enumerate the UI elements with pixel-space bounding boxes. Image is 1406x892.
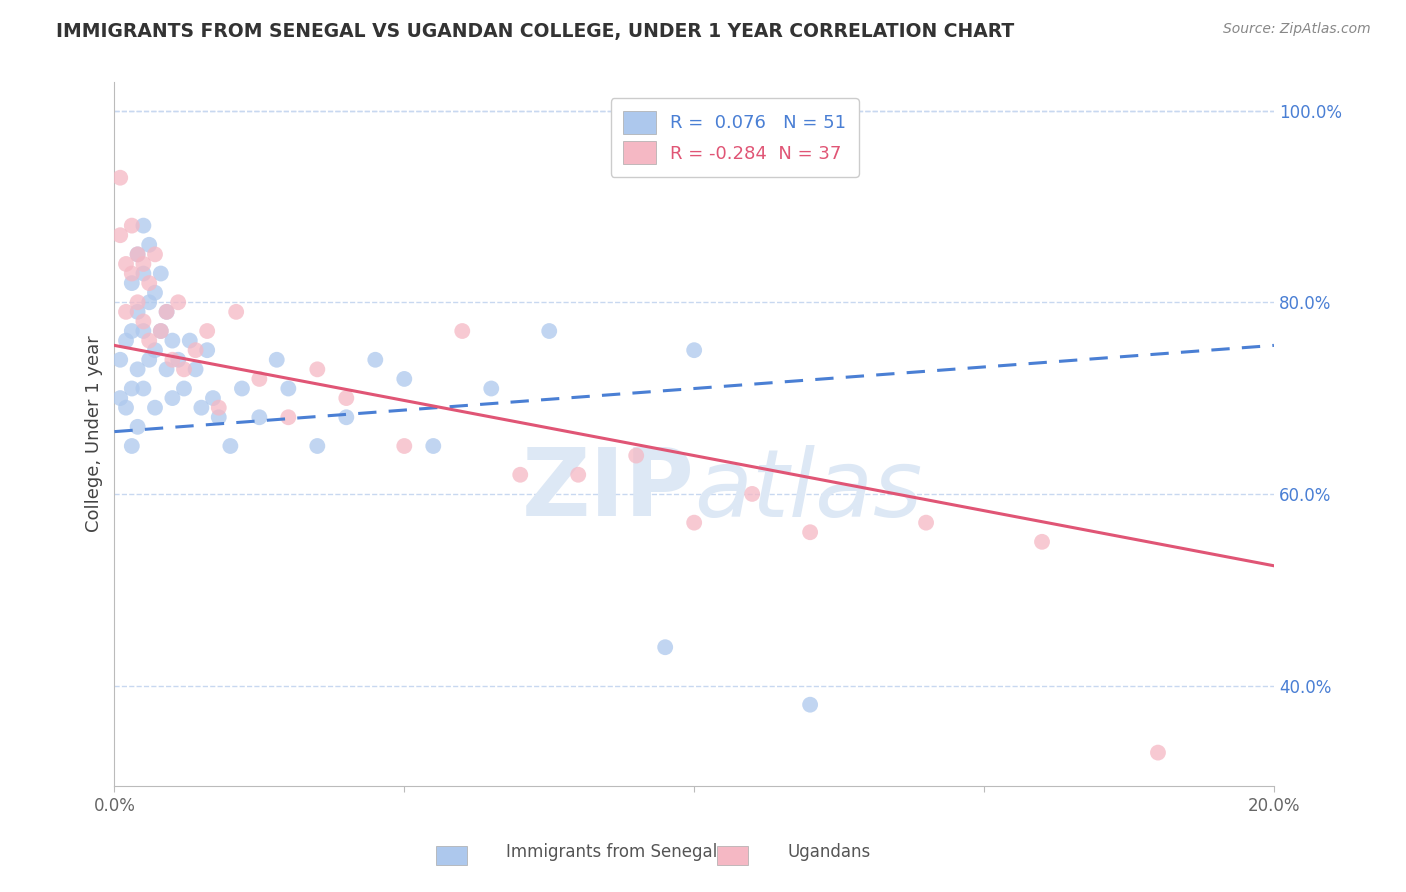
Legend: R =  0.076   N = 51, R = -0.284  N = 37: R = 0.076 N = 51, R = -0.284 N = 37 <box>610 98 859 177</box>
Point <box>225 305 247 319</box>
Point <box>277 382 299 396</box>
Point <box>162 352 184 367</box>
Point <box>201 391 224 405</box>
Point <box>143 401 166 415</box>
Point <box>167 295 190 310</box>
Point <box>683 343 706 358</box>
Text: IMMIGRANTS FROM SENEGAL VS UGANDAN COLLEGE, UNDER 1 YEAR CORRELATION CHART: IMMIGRANTS FROM SENEGAL VS UGANDAN COLLE… <box>56 22 1015 41</box>
Point <box>132 314 155 328</box>
Point <box>364 352 387 367</box>
Point <box>108 228 131 243</box>
Point <box>149 267 172 281</box>
Y-axis label: College, Under 1 year: College, Under 1 year <box>86 335 103 533</box>
Point <box>479 382 502 396</box>
Point <box>683 516 706 530</box>
Point <box>155 305 177 319</box>
Point <box>915 516 938 530</box>
Point <box>115 334 138 348</box>
Point <box>143 343 166 358</box>
Point <box>155 362 177 376</box>
Point <box>121 267 143 281</box>
Point <box>138 295 160 310</box>
Point <box>247 410 270 425</box>
Point <box>451 324 474 338</box>
Text: atlas: atlas <box>695 445 922 536</box>
Point <box>195 343 218 358</box>
Text: Source: ZipAtlas.com: Source: ZipAtlas.com <box>1223 22 1371 37</box>
Text: Immigrants from Senegal: Immigrants from Senegal <box>506 843 717 861</box>
Point <box>132 382 155 396</box>
Point <box>208 410 231 425</box>
Point <box>149 324 172 338</box>
Point <box>127 247 149 261</box>
Point <box>132 324 155 338</box>
Point <box>108 352 131 367</box>
Point <box>277 410 299 425</box>
Point <box>115 305 138 319</box>
Point <box>335 391 357 405</box>
Point <box>121 324 143 338</box>
Point <box>127 362 149 376</box>
Point <box>741 487 763 501</box>
Point <box>127 295 149 310</box>
Point <box>138 276 160 290</box>
Point <box>121 382 143 396</box>
Point <box>624 449 647 463</box>
Point <box>132 257 155 271</box>
Point <box>394 372 416 386</box>
Point <box>162 391 184 405</box>
Point <box>127 247 149 261</box>
Point <box>394 439 416 453</box>
Point <box>231 382 253 396</box>
Point <box>307 362 329 376</box>
Point <box>143 285 166 300</box>
Point <box>173 362 195 376</box>
Text: ZIP: ZIP <box>522 444 695 536</box>
Point <box>167 352 190 367</box>
Point <box>127 420 149 434</box>
Point <box>149 324 172 338</box>
Text: Ugandans: Ugandans <box>787 843 870 861</box>
Point <box>266 352 288 367</box>
Point <box>509 467 531 482</box>
Point <box>799 525 821 540</box>
Point <box>654 640 676 655</box>
Point <box>143 247 166 261</box>
Point <box>173 382 195 396</box>
Point <box>179 334 201 348</box>
Point <box>422 439 444 453</box>
Point <box>247 372 270 386</box>
Point <box>162 334 184 348</box>
Point <box>1147 746 1170 760</box>
Point <box>138 237 160 252</box>
Point <box>219 439 242 453</box>
Point <box>108 170 131 185</box>
Point <box>108 391 131 405</box>
Point <box>799 698 821 712</box>
Point <box>307 439 329 453</box>
Point <box>195 324 218 338</box>
Point <box>155 305 177 319</box>
Point <box>121 276 143 290</box>
Point <box>538 324 561 338</box>
Point <box>115 401 138 415</box>
Point <box>121 439 143 453</box>
Point <box>138 334 160 348</box>
Point <box>184 343 207 358</box>
Point <box>127 305 149 319</box>
Point <box>115 257 138 271</box>
Point <box>190 401 212 415</box>
Point <box>208 401 231 415</box>
Point <box>335 410 357 425</box>
Point <box>567 467 589 482</box>
Point <box>184 362 207 376</box>
Point <box>121 219 143 233</box>
Point <box>138 352 160 367</box>
Point <box>1031 534 1053 549</box>
Point <box>132 219 155 233</box>
Point <box>132 267 155 281</box>
